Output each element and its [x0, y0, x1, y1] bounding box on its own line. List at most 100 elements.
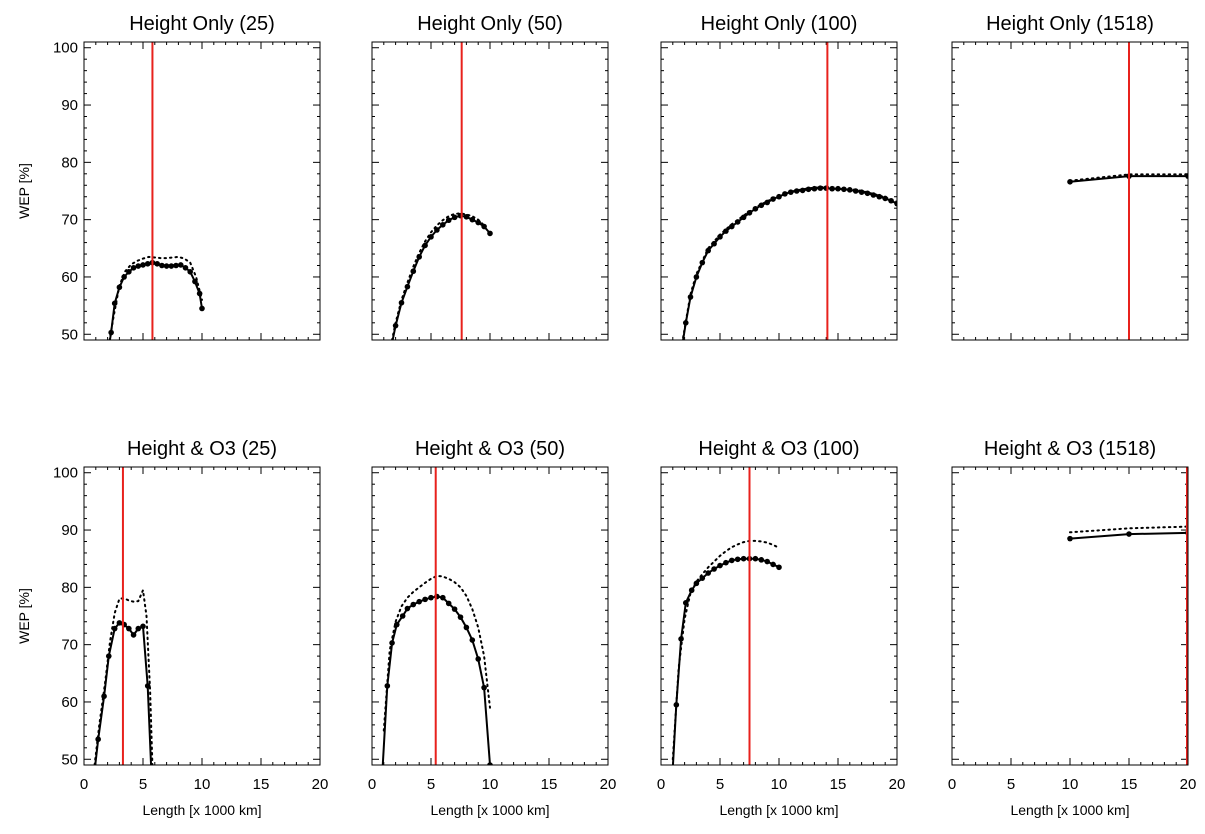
- chart-title: Height Only (50): [417, 13, 563, 35]
- x-tick-label: 0: [80, 776, 88, 793]
- data-point: [422, 242, 428, 249]
- solid-series-line: [391, 214, 491, 340]
- x-tick-label: 5: [716, 776, 724, 793]
- data-point: [105, 352, 111, 358]
- y-tick-label: 90: [61, 522, 78, 539]
- plot-frame: [371, 466, 609, 766]
- dotted-series-line: [1069, 173, 1188, 182]
- chart-title: Height & O3 (1518): [984, 438, 1156, 460]
- x-tick-label: 20: [889, 776, 906, 793]
- data-point: [126, 269, 132, 275]
- data-point: [758, 557, 765, 563]
- data-point: [440, 222, 446, 228]
- chart-panel-1: Height Only (25) 50 60 70 80 90 100 WEP [%]: [16, 13, 321, 358]
- plot-area: [681, 185, 897, 340]
- x-tick-label: 15: [1121, 776, 1138, 793]
- plot-frame: [951, 41, 1189, 341]
- data-point: [130, 632, 137, 638]
- data-point: [399, 613, 406, 619]
- data-point: [445, 217, 452, 224]
- data-point: [199, 305, 205, 312]
- data-point: [729, 557, 735, 564]
- plot-frame: [660, 41, 898, 341]
- data-point: [723, 228, 729, 234]
- data-point: [451, 606, 458, 612]
- x-axis-label: Length [x 1000 km]: [719, 802, 838, 818]
- x-axis-label: Length [x 1000 km]: [142, 802, 261, 818]
- data-point: [168, 263, 175, 269]
- plot-area: [93, 586, 154, 774]
- chart-title: Height & O3 (100): [698, 438, 859, 460]
- chart-title: Height Only (1518): [986, 13, 1154, 35]
- x-tick-label: 20: [1180, 776, 1197, 793]
- chart-panel-2: Height Only (50): [371, 13, 609, 352]
- y-tick-label: 50: [61, 326, 78, 343]
- data-point: [764, 558, 770, 565]
- y-tick-label: 70: [61, 637, 78, 654]
- data-point: [404, 605, 411, 612]
- chart-panel-7: Height & O3 (100) 0 5 10 15 20 Length [x 1000 …: [657, 438, 906, 818]
- dotted-series-line: [108, 255, 203, 340]
- plot-frame: [951, 466, 1189, 766]
- data-point: [1067, 535, 1073, 542]
- plot-area: [671, 539, 782, 765]
- data-point: [177, 262, 184, 268]
- data-point: [154, 260, 160, 267]
- data-point: [388, 346, 394, 352]
- data-point: [130, 264, 137, 271]
- data-point: [159, 262, 165, 269]
- data-point: [457, 614, 464, 620]
- plot-area: [1067, 525, 1188, 542]
- x-tick-label: 15: [253, 776, 270, 793]
- solid-series-line: [671, 557, 780, 765]
- dotted-series-line: [93, 586, 154, 765]
- data-point: [148, 768, 154, 774]
- chart-title: Height Only (100): [701, 13, 858, 35]
- data-point: [392, 322, 399, 329]
- y-tick-label: 70: [61, 212, 78, 229]
- chart-title: Height & O3 (50): [415, 438, 565, 460]
- data-point: [487, 762, 493, 765]
- data-point: [729, 223, 735, 230]
- data-point: [140, 262, 146, 268]
- data-point: [752, 555, 759, 562]
- x-tick-label: 0: [948, 776, 956, 793]
- chart-title: Height Only (25): [129, 13, 275, 35]
- data-point: [163, 263, 170, 269]
- data-point: [440, 594, 446, 601]
- data-point: [144, 260, 151, 267]
- y-tick-label: 100: [53, 465, 78, 482]
- y-tick-label: 90: [61, 97, 78, 114]
- x-tick-label: 0: [368, 776, 376, 793]
- data-point: [734, 556, 741, 563]
- plot-frame: [660, 466, 898, 766]
- dotted-series-line: [391, 212, 486, 340]
- data-point: [705, 570, 711, 576]
- x-tick-label: 20: [600, 776, 617, 793]
- data-point: [1126, 531, 1132, 537]
- data-point: [126, 625, 132, 632]
- data-point: [717, 562, 723, 569]
- x-tick-label: 5: [139, 776, 147, 793]
- data-point: [380, 765, 386, 771]
- data-point: [416, 598, 423, 605]
- plot-area: [105, 255, 205, 358]
- data-point: [770, 561, 776, 568]
- data-point: [182, 264, 189, 271]
- data-point: [451, 214, 458, 221]
- data-point: [422, 596, 428, 603]
- plot-frame: [371, 41, 609, 341]
- data-point: [776, 564, 782, 571]
- dotted-series-line: [681, 185, 897, 340]
- chart-panel-8: Height & O3 (1518) 0 5 10 15 20 Length [x 1000…: [948, 438, 1197, 818]
- data-point: [410, 601, 417, 608]
- x-tick-label: 15: [830, 776, 847, 793]
- x-tick-label: 10: [482, 776, 499, 793]
- data-point: [740, 214, 747, 221]
- data-point: [475, 656, 482, 662]
- x-tick-label: 15: [541, 776, 558, 793]
- y-tick-label: 80: [61, 154, 78, 171]
- data-point: [116, 620, 123, 626]
- y-tick-label: 80: [61, 579, 78, 596]
